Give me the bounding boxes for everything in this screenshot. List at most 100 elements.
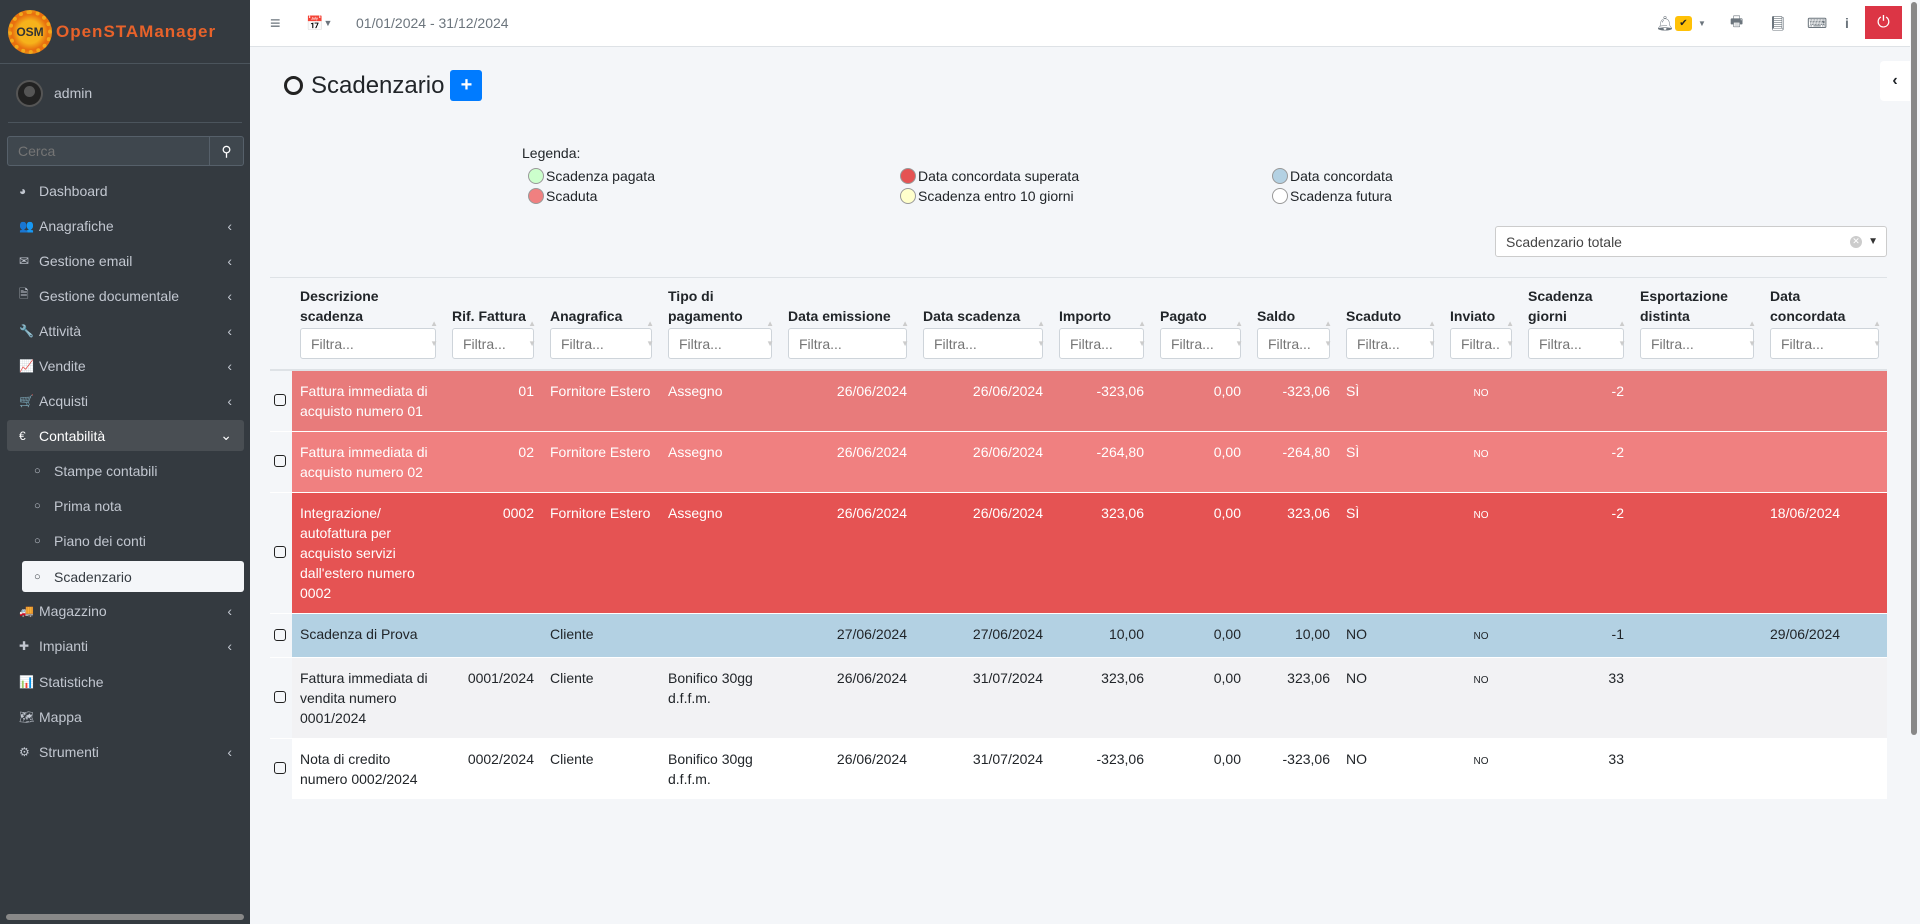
sidebar-item-magazzino[interactable]: 🚚 Magazzino ‹ [7, 595, 244, 626]
cell-text: -2 [1611, 444, 1624, 460]
sort-icon[interactable]: ▲ ▼ [430, 319, 438, 348]
sidebar-item-vendite[interactable]: 📈 Vendite ‹ [7, 350, 244, 381]
column-header-pagato[interactable]: Pagato ▲ ▼ [1152, 277, 1249, 371]
user-panel[interactable]: admin [8, 64, 242, 123]
column-header-saldo[interactable]: Saldo ▲ ▼ [1249, 277, 1338, 371]
sort-icon[interactable]: ▲ ▼ [766, 319, 774, 348]
sidebar-subitem-piano-dei-conti[interactable]: ○ Piano dei conti [22, 525, 244, 556]
column-header-data-scadenza[interactable]: Data scadenza ▲ ▼ [915, 277, 1051, 371]
table-row[interactable]: Integrazione/ autofattura per acquisto s… [270, 492, 1887, 614]
column-header-esportazione-distinta[interactable]: Esportazione distinta ▲ ▼ [1632, 277, 1762, 371]
manual-button[interactable]: 📘︎ [1769, 0, 1787, 46]
tasks-badge[interactable]: ✔ ▼ [1675, 0, 1706, 46]
column-filter-input[interactable] [300, 328, 436, 359]
column-header-data-concordata[interactable]: Data concordata ▲ ▼ [1762, 277, 1887, 371]
logo[interactable]: OSM OpenSTAManager [0, 0, 250, 64]
clear-icon[interactable]: ✕ [1850, 235, 1862, 248]
column-header-scadenza-giorni[interactable]: Scadenza giorni ▲ ▼ [1520, 277, 1632, 371]
row-checkbox[interactable] [274, 691, 286, 703]
sort-icon[interactable]: ▲ ▼ [646, 319, 654, 348]
column-header-tipo-di-pagamento[interactable]: Tipo di pagamento ▲ ▼ [660, 277, 780, 371]
column-filter-input[interactable] [1450, 328, 1512, 359]
sort-icon[interactable]: ▲ ▼ [1748, 319, 1756, 348]
menu-toggle-button[interactable]: ≡ [270, 0, 281, 46]
page-scrollbar[interactable] [1911, 2, 1917, 735]
sort-icon[interactable]: ▲ ▼ [1873, 319, 1881, 348]
column-filter-input[interactable] [1346, 328, 1434, 359]
sidebar-item-strumenti[interactable]: ⚙ Strumenti ‹ [7, 736, 244, 767]
cell-saldo: -323,06 [1249, 369, 1338, 432]
sidebar-item-contabilita[interactable]: € Contabilità ⌄ [7, 420, 244, 451]
info-button[interactable]: i [1845, 0, 1849, 46]
sidebar-item-dashboard[interactable]: ◕ Dashboard [7, 175, 244, 206]
row-checkbox[interactable] [274, 394, 286, 406]
cell-text: Assegno [668, 505, 723, 521]
cell-text: 26/06/2024 [836, 505, 907, 521]
sidebar-item-acquisti[interactable]: 🛒 Acquisti ‹ [7, 385, 244, 416]
row-checkbox[interactable] [274, 546, 286, 558]
column-filter-input[interactable] [788, 328, 907, 359]
cell-scaduto: NO [1338, 613, 1442, 658]
calendar-dropdown[interactable]: 📅 ▼ [306, 14, 333, 31]
notifications-button[interactable]: 🔔︎ [1656, 0, 1674, 46]
column-header-descrizione-scadenza[interactable]: Descrizione scadenza ▲ ▼ [292, 277, 444, 371]
sort-icon[interactable]: ▲ ▼ [1235, 319, 1243, 348]
sidebar-item-anagrafiche[interactable]: 👥 Anagrafiche ‹ [7, 210, 244, 241]
column-filter-input[interactable] [1528, 328, 1624, 359]
table-row[interactable]: Fattura immediata di vendita numero 0001… [270, 657, 1887, 739]
print-button[interactable]: 🖶 [1730, 0, 1743, 46]
column-header-inviato[interactable]: Inviato ▲ ▼ [1442, 277, 1520, 371]
sidebar-scrollbar[interactable] [6, 914, 244, 920]
table-row[interactable]: Fattura immediata di acquisto numero 02 0… [270, 431, 1887, 493]
column-header-rif-fattura[interactable]: Rif. Fattura ▲ ▼ [444, 277, 542, 371]
table-row[interactable]: Scadenza di Prova Cliente 27/06/2024 27/06/… [270, 613, 1887, 658]
column-filter-input[interactable] [452, 328, 534, 359]
sort-icon[interactable]: ▲ ▼ [528, 319, 536, 348]
cell-text: SÌ [1346, 505, 1360, 521]
sidebar-subitem-stampe-contabili[interactable]: ○ Stampe contabili [22, 455, 244, 486]
sidebar-item-statistiche[interactable]: 📊 Statistiche [7, 666, 244, 697]
column-filter-input[interactable] [923, 328, 1043, 359]
cell-text: -323,06 [1282, 751, 1330, 767]
sidebar-item-attivita[interactable]: 🔧 Attività ‹ [7, 315, 244, 346]
column-header-importo[interactable]: Importo ▲ ▼ [1051, 277, 1152, 371]
sort-icon[interactable]: ▲ ▼ [1138, 319, 1146, 348]
column-filter-input[interactable] [1160, 328, 1241, 359]
sort-icon[interactable]: ▲ ▼ [901, 319, 909, 348]
sidebar-item-label: Strumenti [39, 743, 99, 760]
sidebar-item-mappa[interactable]: 🗺 Mappa [7, 701, 244, 732]
sort-icon[interactable]: ▲ ▼ [1428, 319, 1436, 348]
sidebar-item-gestione-documentale[interactable]: 🗎 Gestione documentale ‹ [7, 280, 244, 311]
row-checkbox[interactable] [274, 628, 286, 641]
shortcuts-button[interactable]: ⌨ [1807, 0, 1827, 46]
table-row[interactable]: Nota di credito numero 0002/2024 0002/202… [270, 738, 1887, 799]
date-range[interactable]: 01/01/2024 - 31/12/2024 [356, 15, 509, 31]
sort-icon[interactable]: ▲ ▼ [1618, 319, 1626, 348]
column-filter-input[interactable] [1640, 328, 1754, 359]
control-sidebar-toggle[interactable]: ‹ [1880, 61, 1910, 101]
column-header-scaduto[interactable]: Scaduto ▲ ▼ [1338, 277, 1442, 371]
sidebar-item-gestione-email[interactable]: ✉ Gestione email ‹ [7, 245, 244, 276]
search-input[interactable] [7, 136, 210, 166]
sidebar-item-impianti[interactable]: ✚ Impianti ‹ [7, 630, 244, 661]
sort-icon[interactable]: ▲ ▼ [1506, 319, 1514, 348]
column-header-data-emissione[interactable]: Data emissione ▲ ▼ [780, 277, 915, 371]
sidebar-subitem-prima-nota[interactable]: ○ Prima nota [22, 490, 244, 521]
column-filter-input[interactable] [550, 328, 652, 359]
table-row[interactable]: Fattura immediata di acquisto numero 01 0… [270, 369, 1887, 432]
row-checkbox[interactable] [274, 762, 286, 774]
logout-button[interactable]: ⏻ [1865, 6, 1902, 39]
column-header-anagrafica[interactable]: Anagrafica ▲ ▼ [542, 277, 660, 371]
search-button[interactable]: ⚲ [210, 136, 244, 166]
sort-icon[interactable]: ▲ ▼ [1037, 319, 1045, 348]
column-filter-input[interactable] [1257, 328, 1330, 359]
column-filter-input[interactable] [1770, 328, 1879, 359]
add-button[interactable]: + [450, 70, 483, 101]
sort-icon[interactable]: ▲ ▼ [1324, 319, 1332, 348]
sidebar-subitem-scadenzario[interactable]: ○ Scadenzario [22, 561, 244, 592]
column-filter-input[interactable] [668, 328, 772, 359]
cell-text: NO [1346, 751, 1367, 767]
row-checkbox[interactable] [274, 455, 286, 467]
scadenzario-filter-select[interactable]: Scadenzario totale ✕ ▼ [1495, 226, 1887, 257]
column-filter-input[interactable] [1059, 328, 1144, 359]
